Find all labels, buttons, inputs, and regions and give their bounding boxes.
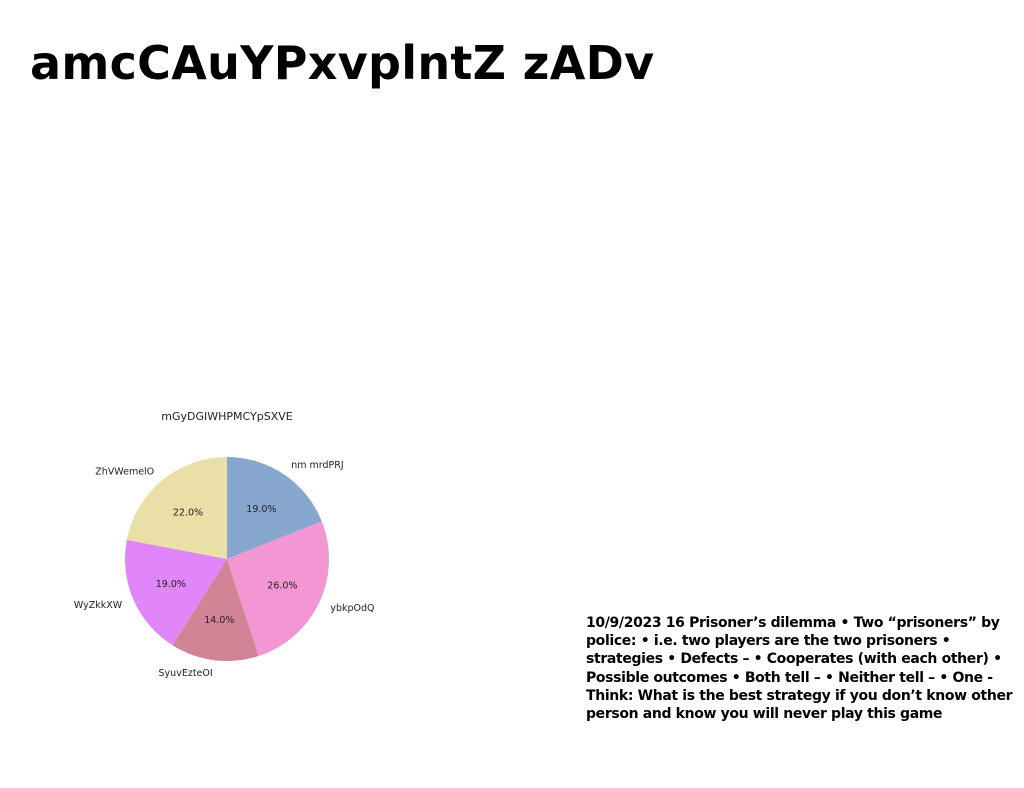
pie-category-labels: nm mrdPRJ ybkpOdQ SyuvEzteOI WyZkkXW ZhVWeme… xyxy=(74,460,375,679)
pie-slice-ybkpodq xyxy=(227,521,329,657)
page-title: amcCAuYPxvplntZ zADv xyxy=(30,36,655,90)
pie-slice-zhvwemelo xyxy=(126,457,227,559)
pie-category-label: ZhVWemelO xyxy=(95,466,154,477)
pie-category-label: WyZkkXW xyxy=(74,600,123,611)
pie-chart: mGyDGIWHPMCYpSXVE 19.0% 26.0% 14.0% 19.0% 22… xyxy=(74,410,375,679)
pie-category-label: nm mrdPRJ xyxy=(291,460,343,471)
pie-percent-label: 22.0% xyxy=(173,507,203,518)
chart-title: mGyDGIWHPMCYpSXVE xyxy=(161,410,292,423)
pie-percent-label: 19.0% xyxy=(156,579,186,590)
pie-category-label: ybkpOdQ xyxy=(330,603,374,614)
pie-percent-label: 19.0% xyxy=(246,504,276,515)
pie-slices xyxy=(125,457,329,661)
pie-slice-syuvezteoi xyxy=(172,559,259,661)
pie-percent-label: 26.0% xyxy=(267,581,297,592)
body-text: 10/9/2023 16 Prisoner’s dilemma • Two “p… xyxy=(586,615,1013,723)
pie-percent-labels: 19.0% 26.0% 14.0% 19.0% 22.0% xyxy=(156,504,298,626)
pie-slice-wyzkkxw xyxy=(125,539,227,646)
pie-slice-nm-mrdprj xyxy=(227,457,322,559)
pie-percent-label: 14.0% xyxy=(204,615,234,626)
pie-category-label: SyuvEzteOI xyxy=(159,668,213,679)
